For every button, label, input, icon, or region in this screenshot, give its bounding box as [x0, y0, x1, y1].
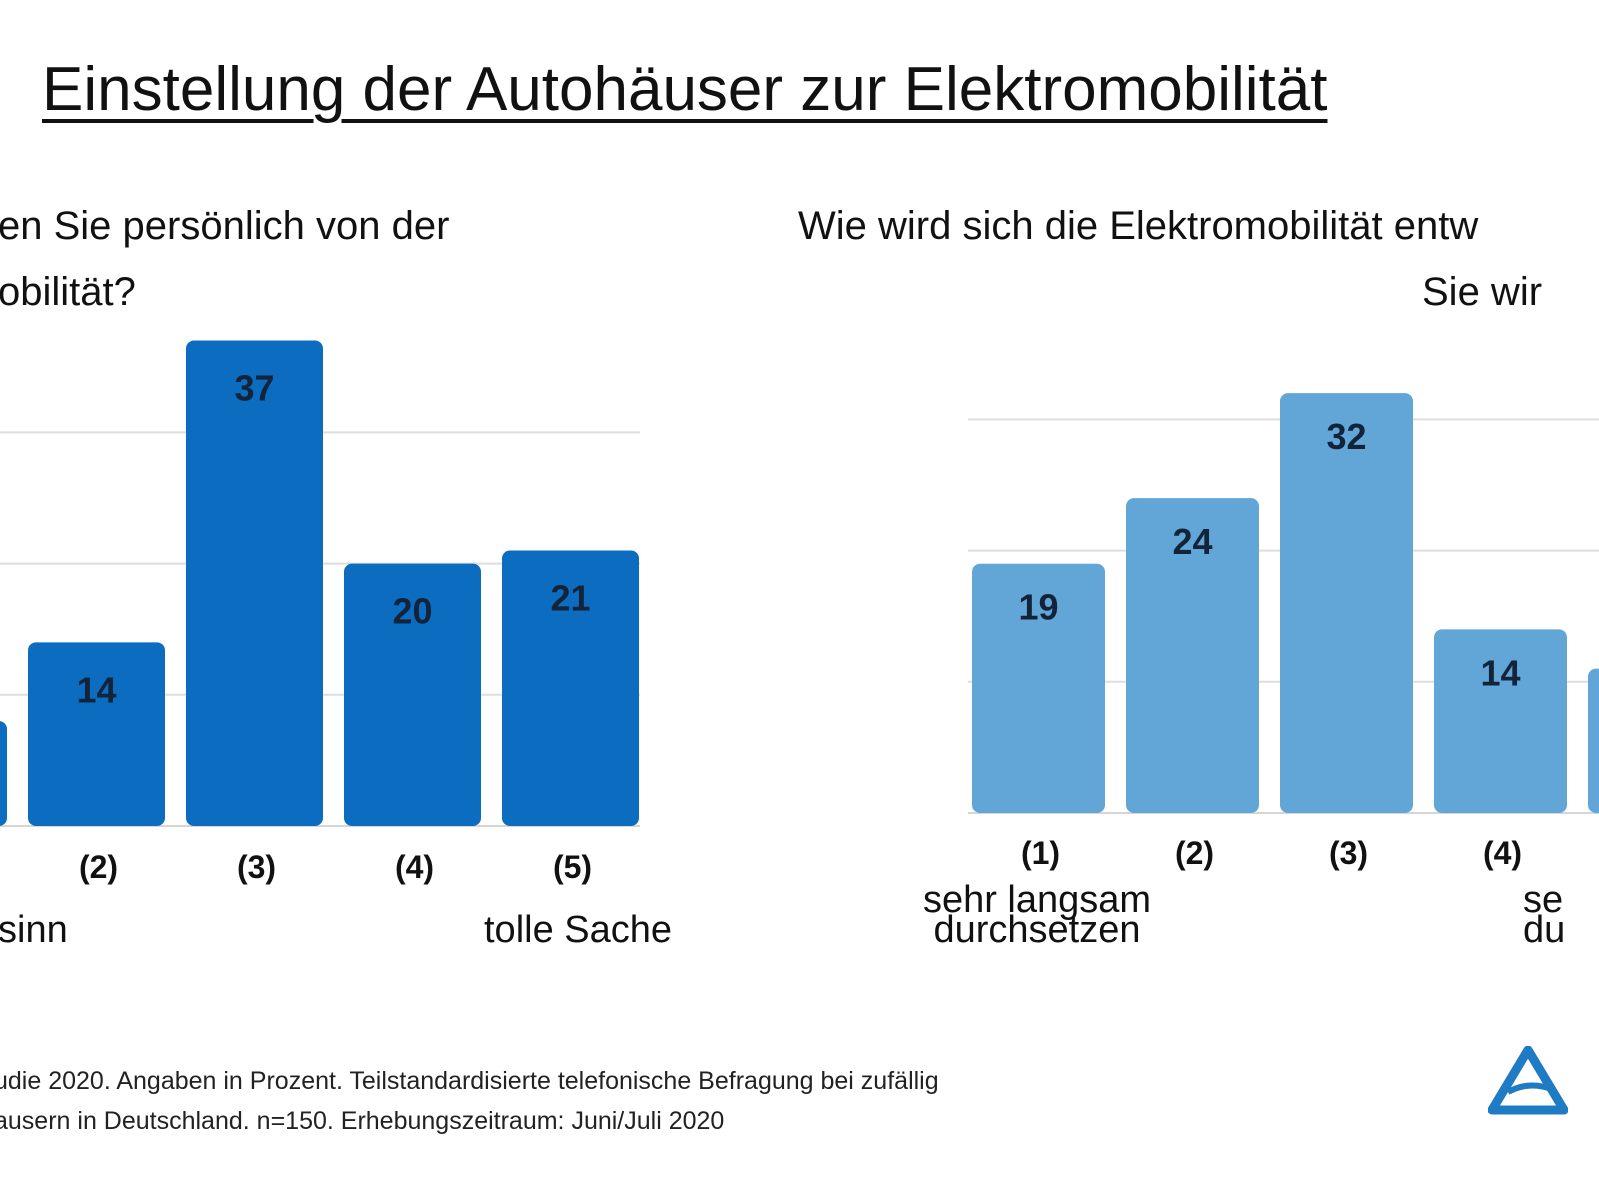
- chart2-category-label-4: (4): [1483, 835, 1522, 871]
- chart2-scale-right-label-line1: se: [1523, 879, 1563, 921]
- chart1-bar-2: [28, 642, 165, 826]
- chart1-scale-right-label: tolle Sache: [484, 909, 672, 951]
- chart1-bar-4: [344, 563, 481, 826]
- chart2-scale-left-label-line2: durchsetzen: [933, 909, 1140, 951]
- chart1-category-label-2: (2): [79, 849, 118, 885]
- chart2-value-label-4: 14: [1480, 652, 1520, 693]
- chart2-category-label-3: (3): [1329, 835, 1368, 871]
- chart2-question-line2: Sie wir: [1422, 270, 1543, 314]
- chart1-value-label-3: 37: [234, 368, 274, 409]
- slide-title: Einstellung der Autohäuser zur Elektromo…: [42, 55, 1328, 124]
- chart2-category-label-2: (2): [1175, 835, 1214, 871]
- chart2-value-label-3: 32: [1326, 416, 1366, 457]
- footnote-line2: ausern in Deutschland. n=150. Erhebungsz…: [0, 1107, 725, 1135]
- chart1-question-line1: en Sie persönlich von der: [0, 204, 450, 248]
- chart1-category-label-3: (3): [237, 849, 276, 885]
- chart1-value-label-2: 14: [76, 669, 116, 710]
- chart1-value-label-4: 20: [392, 591, 432, 632]
- chart1-bar-1: [0, 721, 7, 826]
- chart2-value-label-1: 19: [1018, 587, 1058, 628]
- chart1-bar-5: [502, 550, 639, 826]
- chart2-bar-3: [1280, 393, 1413, 813]
- chart2-bar-2: [1126, 498, 1259, 813]
- chart2-scale-left-label-line1: sehr langsam: [923, 879, 1151, 921]
- chart2-value-label-2: 24: [1172, 521, 1212, 562]
- chart2-bar-1: [972, 563, 1105, 813]
- chart1-category-label-5: (5): [553, 849, 592, 885]
- tuv-triangle-logo-icon: [1488, 1046, 1568, 1115]
- chart1-scale-left-label: sinn: [0, 909, 68, 951]
- chart1-value-label-5: 21: [550, 577, 590, 618]
- chart2-bar-5: [1588, 668, 1599, 813]
- chart2-category-label-1: (1): [1021, 835, 1060, 871]
- chart1-bar-3: [186, 340, 323, 826]
- footnote-line1: udie 2020. Angaben in Prozent. Teilstand…: [0, 1067, 939, 1095]
- chart1-question-line2: obilität?: [0, 270, 136, 314]
- chart2-bar-4: [1434, 629, 1567, 813]
- chart1-category-label-4: (4): [395, 849, 434, 885]
- chart2-scale-right-label-line2: du: [1523, 909, 1565, 951]
- chart2-question-line1: Wie wird sich die Elektromobilität entw: [798, 204, 1479, 248]
